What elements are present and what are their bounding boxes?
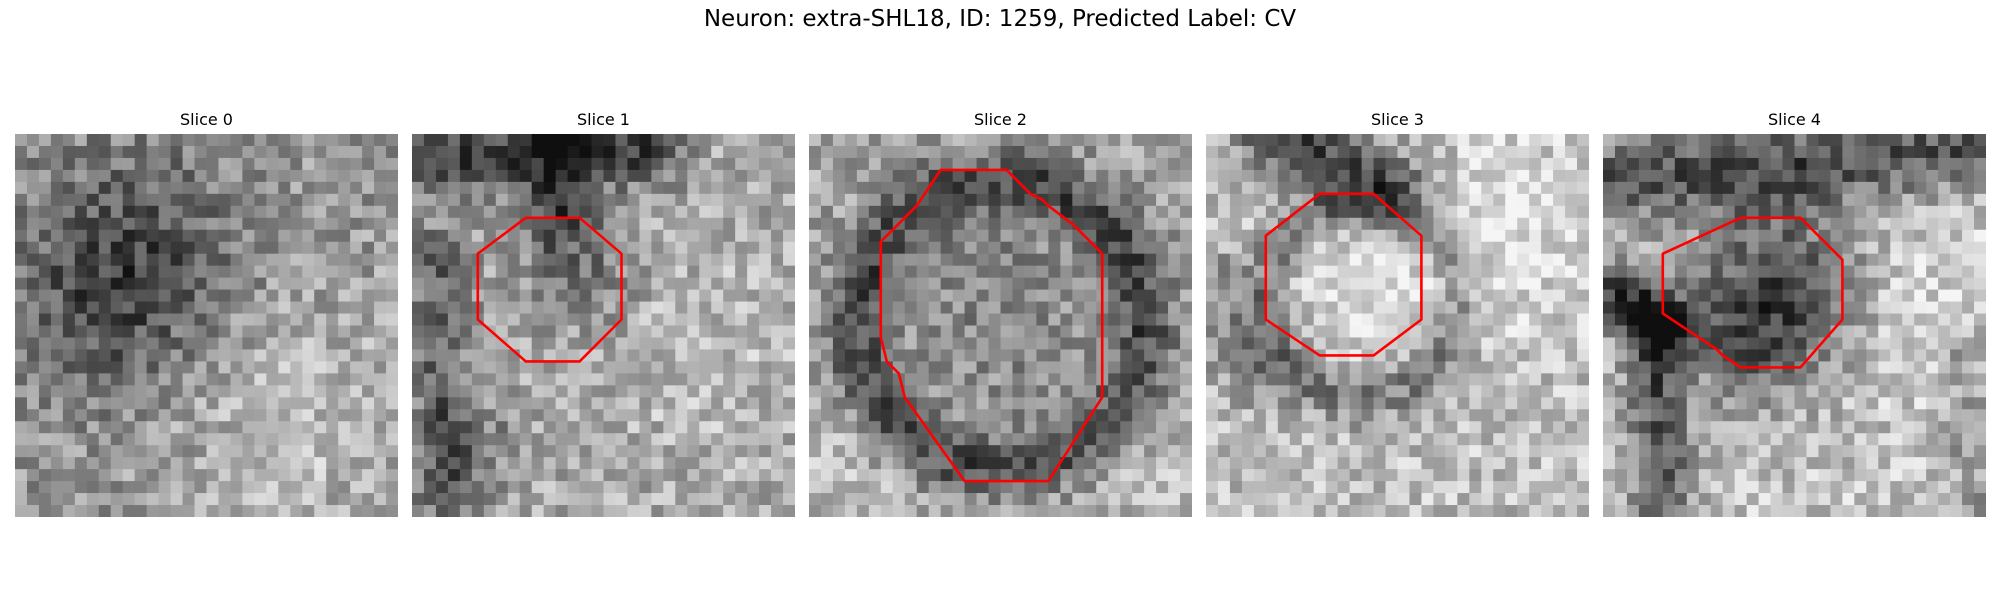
panel-title: Slice 3 xyxy=(1371,110,1424,129)
pixel-grid xyxy=(1603,134,1986,517)
panel-title: Slice 2 xyxy=(974,110,1027,129)
panel-title: Slice 0 xyxy=(180,110,233,129)
segmentation-outline xyxy=(1264,192,1423,357)
slice-image xyxy=(1206,134,1589,517)
slice-image xyxy=(809,134,1192,517)
pixel-grid xyxy=(809,134,1192,517)
panel-slice-0: Slice 0 xyxy=(15,108,398,517)
figure-title: Neuron: extra-SHL18, ID: 1259, Predicted… xyxy=(703,6,1297,32)
panel-slice-2: Slice 2 xyxy=(809,108,1192,517)
pixel-grid xyxy=(1206,134,1589,517)
slice-image xyxy=(412,134,795,517)
segmentation-outline xyxy=(476,216,623,363)
pixel-grid xyxy=(412,134,795,517)
panel-title: Slice 4 xyxy=(1768,110,1821,129)
slice-image xyxy=(1603,134,1986,517)
pixel-grid xyxy=(15,134,398,517)
panel-title: Slice 1 xyxy=(577,110,630,129)
segmentation-outline xyxy=(1661,216,1844,369)
panel-slice-3: Slice 3 xyxy=(1206,108,1589,517)
segmentation-outline xyxy=(879,168,1104,483)
panel-slice-4: Slice 4 xyxy=(1603,108,1986,517)
panel-slice-1: Slice 1 xyxy=(412,108,795,517)
slice-image xyxy=(15,134,398,517)
